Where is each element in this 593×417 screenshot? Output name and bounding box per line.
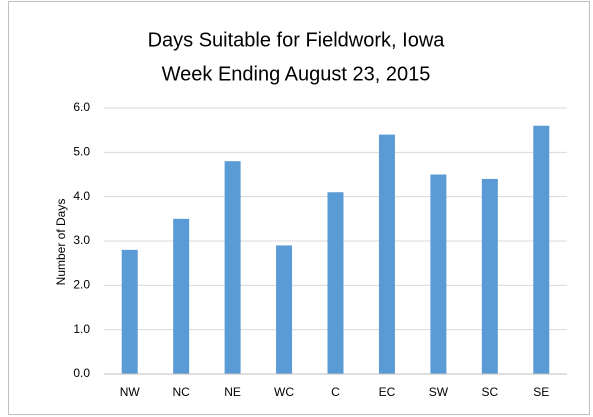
bar bbox=[533, 125, 550, 374]
bar bbox=[224, 161, 241, 374]
y-tick-label: 6.0 bbox=[73, 100, 90, 114]
x-tick-label: SW bbox=[429, 385, 449, 399]
y-tick-label: 2.0 bbox=[73, 278, 90, 292]
chart-subtitle: Week Ending August 23, 2015 bbox=[162, 63, 431, 85]
y-tick-label: 1.0 bbox=[73, 322, 90, 336]
x-tick-label: SC bbox=[481, 385, 498, 399]
bar bbox=[276, 245, 293, 374]
y-tick-label: 4.0 bbox=[73, 189, 90, 203]
chart-title: Days Suitable for Fieldwork, Iowa bbox=[148, 29, 446, 51]
bar bbox=[327, 192, 344, 374]
bar bbox=[481, 178, 498, 374]
bar bbox=[378, 134, 395, 374]
x-tick-label: NW bbox=[120, 385, 141, 399]
x-tick-label: C bbox=[331, 385, 340, 399]
y-axis-label: Number of Days bbox=[54, 199, 68, 286]
y-tick-label: 5.0 bbox=[73, 145, 90, 159]
x-tick-label: SE bbox=[533, 385, 549, 399]
y-tick-label: 3.0 bbox=[73, 233, 90, 247]
y-tick-label: 0.0 bbox=[73, 366, 90, 380]
x-tick-label: NE bbox=[224, 385, 241, 399]
x-tick-label: WC bbox=[274, 385, 294, 399]
bar bbox=[173, 218, 190, 374]
bar bbox=[430, 174, 447, 374]
x-tick-label: EC bbox=[379, 385, 396, 399]
x-tick-label: NC bbox=[172, 385, 190, 399]
bar bbox=[121, 249, 138, 374]
